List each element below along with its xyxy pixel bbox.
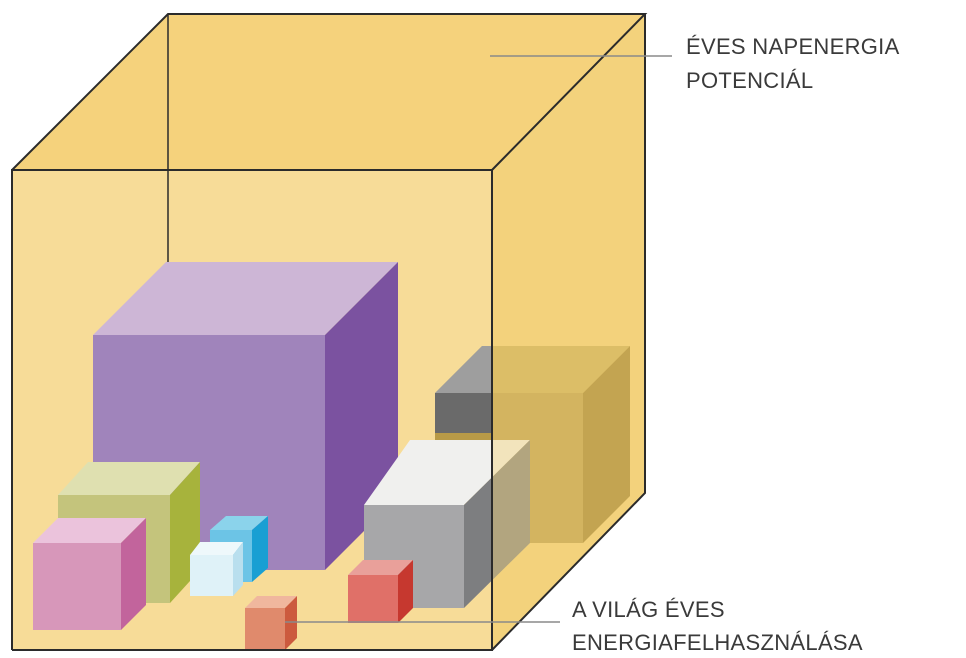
cube-red — [348, 560, 413, 623]
diagram: ÉVES NAPENERGIA POTENCIÁL A VILÁG ÉVES E… — [0, 0, 966, 658]
label: POTENCIÁL — [686, 68, 813, 93]
label: ENERGIAFELHASZNÁLÁSA — [572, 630, 863, 655]
label: ÉVES NAPENERGIA — [686, 34, 900, 59]
cube-pink — [33, 518, 146, 630]
label: A VILÁG ÉVES — [572, 597, 725, 622]
cube-orange — [245, 596, 297, 650]
